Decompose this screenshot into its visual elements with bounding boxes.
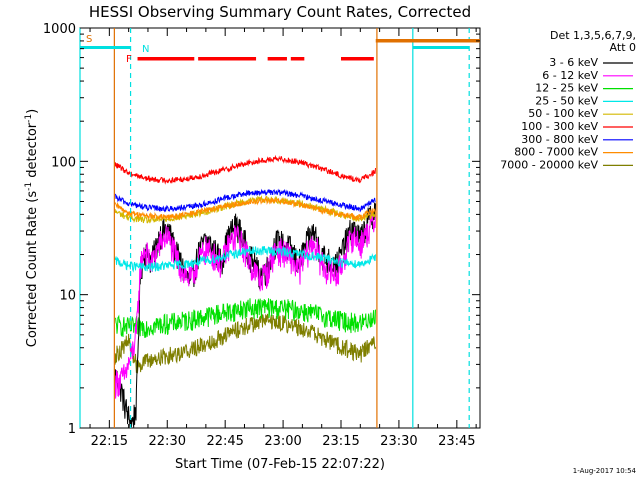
series-line-7	[114, 196, 376, 221]
x-tick-label: 22:15	[91, 434, 128, 449]
series-line-1	[114, 211, 376, 399]
x-axis-ticks: 22:15 22:30 22:45 23:00 23:15 23:30 23:45	[89, 28, 477, 449]
x-tick-label: 22:45	[206, 434, 243, 449]
y-axis-label-sup1: -1	[24, 182, 34, 191]
x-tick-label: 22:30	[149, 434, 186, 449]
series-line-8	[114, 313, 376, 374]
chart-title: HESSI Observing Summary Count Rates, Cor…	[89, 3, 471, 21]
x-tick-label: 23:15	[322, 434, 359, 449]
legend-item-label: 7000 - 20000 keV	[500, 158, 598, 171]
saa-flag-label: S	[86, 34, 92, 45]
flare-flag-label: F	[126, 54, 132, 65]
y-tick-label: 10	[59, 289, 76, 304]
flare-bar	[290, 57, 305, 61]
legend-header-line2: Att 0	[610, 41, 636, 54]
legend-item-label: 50 - 100 keV	[528, 107, 598, 120]
y-axis-label-end: )	[25, 109, 40, 114]
series-line-5	[114, 154, 376, 185]
series-line-6	[115, 188, 376, 213]
x-tick-label: 23:00	[264, 434, 301, 449]
flare-bar	[341, 57, 374, 61]
x-tick-label: 23:30	[380, 434, 417, 449]
flare-bar	[267, 57, 287, 61]
legend-item-label: 12 - 25 keV	[535, 82, 598, 95]
y-tick-label: 1	[68, 422, 76, 437]
legend-item-label: 300 - 800 keV	[521, 133, 598, 146]
legend-header-line1: Det 1,3,5,6,7,9,	[550, 29, 636, 42]
night-bar	[412, 46, 470, 49]
legend-item-label: 100 - 300 keV	[521, 120, 598, 133]
plot-area	[79, 27, 481, 429]
series-line-3	[114, 246, 376, 273]
night-flag-label: N	[142, 44, 149, 55]
x-tick-label: 23:45	[438, 434, 475, 449]
legend-item-label: 800 - 7000 keV	[514, 146, 598, 159]
x-axis-label: Start Time (07-Feb-15 22:07:22)	[175, 457, 385, 472]
night-bar	[80, 46, 131, 49]
y-tick-label: 100	[51, 155, 76, 170]
flare-bar	[198, 57, 257, 61]
y-axis-label: Corrected Count Rate (s-1 detector-1)	[24, 109, 40, 347]
legend-item-label: 3 - 6 keV	[549, 56, 598, 69]
y-axis-ticks: 1 10 100 1000	[43, 22, 480, 437]
series-line-2	[114, 298, 376, 338]
y-axis-label-sup2: -1	[24, 114, 34, 123]
y-axis-label-mid: detector	[25, 122, 40, 182]
y-tick-label: 1000	[43, 22, 76, 37]
saa-bar	[375, 39, 480, 43]
flare-bar	[137, 57, 195, 61]
observing-flags: S NF	[79, 28, 480, 428]
legend-item-label: 25 - 50 keV	[535, 94, 598, 107]
footer-timestamp: 1-Aug-2017 10:54	[573, 467, 637, 475]
legend-item-label: 6 - 12 keV	[542, 69, 598, 82]
series-line-4	[114, 195, 376, 224]
y-axis-label-main: Corrected Count Rate (s	[25, 191, 40, 348]
